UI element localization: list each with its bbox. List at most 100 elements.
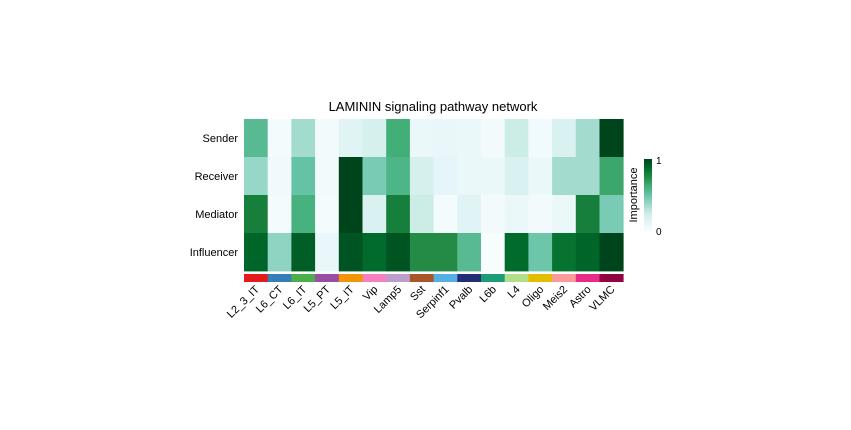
- heatmap-cell: [244, 195, 269, 234]
- heatmap-cell: [409, 119, 434, 158]
- heatmap-cell: [433, 119, 458, 158]
- heatmap-cell: [481, 119, 506, 158]
- row-label: Receiver: [195, 171, 239, 183]
- column-label: L6_CT: [254, 283, 286, 315]
- colorbar-min-label: 0: [656, 227, 662, 238]
- heatmap-cell: [504, 157, 529, 196]
- heatmap-cell: [291, 233, 316, 272]
- column-color-swatch: [481, 274, 506, 282]
- column-label: L2_3_IT: [225, 283, 262, 320]
- heatmap-cell: [528, 157, 553, 196]
- column-label: VLMC: [587, 284, 617, 314]
- heatmap-cell: [267, 119, 292, 158]
- column-color-swatch: [386, 274, 411, 282]
- heatmap-cell: [291, 157, 316, 196]
- heatmap-cell: [362, 157, 387, 196]
- column-color-swatch: [433, 274, 458, 282]
- heatmap-cell: [599, 195, 624, 234]
- colorbar-label: Importance: [628, 167, 640, 222]
- heatmap-cell: [504, 233, 529, 272]
- column-label: L4: [506, 284, 523, 301]
- heatmap-cell: [433, 233, 458, 272]
- row-labels: Sender Receiver Mediator Influencer: [190, 133, 239, 259]
- heatmap-cell: [338, 119, 363, 158]
- heatmap-cell: [481, 233, 506, 272]
- column-label: L5_PT: [302, 283, 334, 315]
- column-label: L5_IT: [328, 283, 357, 312]
- column-color-swatch: [528, 274, 553, 282]
- heatmap-cell: [244, 157, 269, 196]
- heatmap-cells: [244, 119, 624, 272]
- colorbar: [644, 159, 652, 231]
- heatmap-cell: [552, 195, 577, 234]
- heatmap-cell: [338, 195, 363, 234]
- heatmap-cell: [409, 233, 434, 272]
- column-label: L6b: [478, 284, 499, 305]
- heatmap-cell: [338, 157, 363, 196]
- heatmap-cell: [386, 157, 411, 196]
- heatmap-cell: [504, 195, 529, 234]
- column-color-swatch: [244, 274, 269, 282]
- column-color-swatch: [362, 274, 387, 282]
- heatmap-cell: [457, 233, 482, 272]
- column-color-swatch: [504, 274, 529, 282]
- heatmap-cell: [528, 233, 553, 272]
- heatmap-cell: [433, 195, 458, 234]
- heatmap-cell: [528, 119, 553, 158]
- column-color-swatch: [338, 274, 363, 282]
- heatmap-cell: [386, 119, 411, 158]
- heatmap-cell: [315, 119, 340, 158]
- heatmap-cell: [599, 233, 624, 272]
- heatmap-cell: [244, 119, 269, 158]
- column-label: Meis2: [541, 284, 570, 313]
- heatmap-cell: [575, 195, 600, 234]
- heatmap-cell: [575, 157, 600, 196]
- heatmap-cell: [599, 157, 624, 196]
- heatmap-cell: [362, 195, 387, 234]
- heatmap-cell: [386, 195, 411, 234]
- heatmap-cell: [362, 233, 387, 272]
- heatmap-cell: [267, 233, 292, 272]
- heatmap-cell: [267, 195, 292, 234]
- column-color-swatch: [575, 274, 600, 282]
- heatmap-cell: [457, 157, 482, 196]
- heatmap-cell: [457, 119, 482, 158]
- column-color-swatch: [315, 274, 340, 282]
- chart-title: LAMININ signaling pathway network: [329, 99, 538, 114]
- column-color-swatch: [267, 274, 292, 282]
- heatmap-cell: [291, 119, 316, 158]
- heatmap-cell: [481, 157, 506, 196]
- column-label: Vip: [361, 284, 381, 304]
- column-color-swatch: [291, 274, 316, 282]
- heatmap-cell: [433, 157, 458, 196]
- row-label: Mediator: [195, 209, 238, 221]
- heatmap-cell: [528, 195, 553, 234]
- heatmap-cell: [575, 119, 600, 158]
- row-label: Influencer: [190, 247, 239, 259]
- column-label: Pvalb: [447, 284, 475, 312]
- heatmap-cell: [315, 233, 340, 272]
- heatmap-cell: [386, 233, 411, 272]
- row-label: Sender: [203, 133, 239, 145]
- heatmap-cell: [457, 195, 482, 234]
- column-color-swatch: [457, 274, 482, 282]
- heatmap-cell: [599, 119, 624, 158]
- heatmap-cell: [291, 195, 316, 234]
- column-color-swatch: [409, 274, 434, 282]
- heatmap-cell: [244, 233, 269, 272]
- column-color-bar: [244, 274, 624, 282]
- heatmap-cell: [267, 157, 292, 196]
- heatmap-cell: [315, 157, 340, 196]
- heatmap-cell: [552, 233, 577, 272]
- heatmap-cell: [338, 233, 363, 272]
- heatmap-cell: [552, 157, 577, 196]
- heatmap-cell: [362, 119, 387, 158]
- heatmap-cell: [504, 119, 529, 158]
- colorbar-max-label: 1: [656, 156, 662, 167]
- column-color-swatch: [552, 274, 577, 282]
- heatmap-cell: [575, 233, 600, 272]
- column-label: Sst: [408, 284, 428, 304]
